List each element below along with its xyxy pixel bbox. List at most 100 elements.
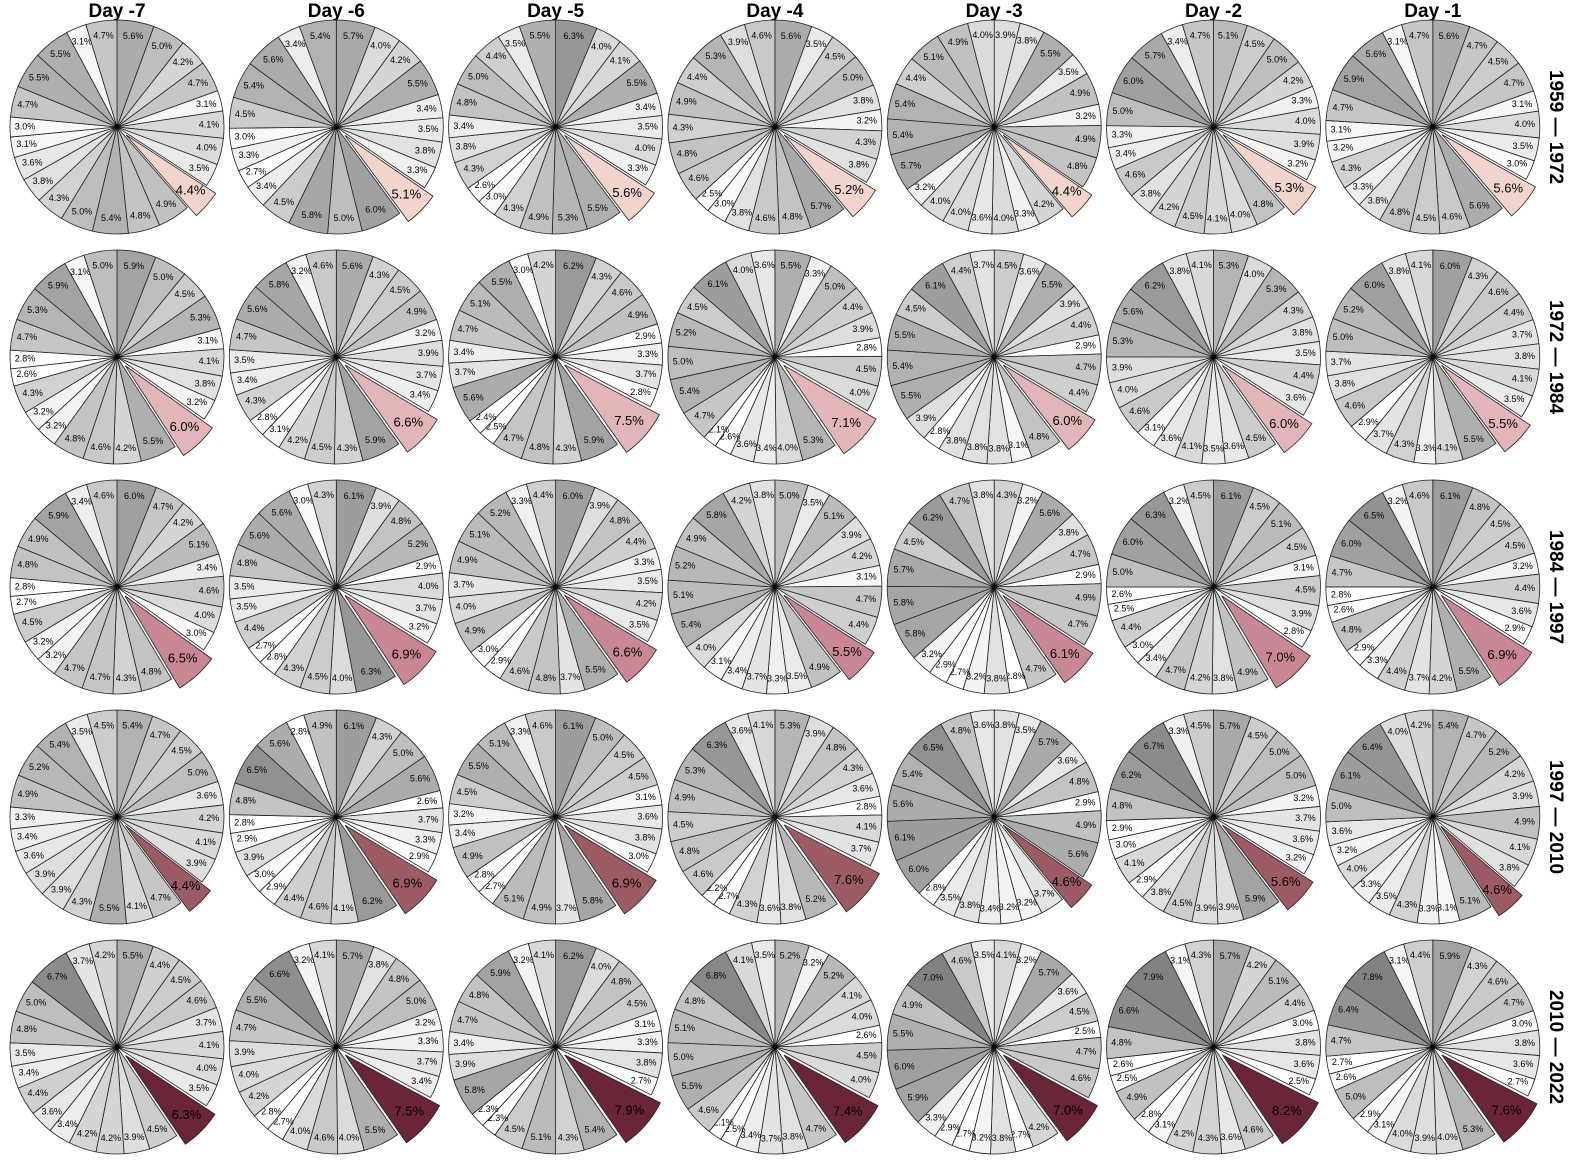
slice-label: 4.4% — [1504, 308, 1525, 318]
slice-label: 3.2% — [1075, 111, 1096, 121]
slice-label: 2.6% — [1113, 1059, 1134, 1069]
slice-label: 3.8% — [967, 442, 988, 452]
slice-label: 4.9% — [1070, 88, 1091, 98]
slice-label: 5.4% — [679, 386, 700, 396]
slice-label: 5.1% — [469, 529, 490, 539]
slice-label: 5.0% — [1112, 567, 1133, 577]
slice-label: 4.7% — [188, 78, 209, 88]
slice-label: 3.8% — [33, 176, 54, 186]
slice-label: 2.5% — [1075, 1026, 1096, 1036]
slice-label: 3.6% — [196, 791, 217, 801]
slice-label: 4.4% — [171, 878, 201, 893]
slice-label: 4.5% — [174, 289, 195, 299]
slice-label: 3.3% — [627, 163, 648, 173]
slice-label: 4.1% — [1191, 260, 1212, 270]
slice-label: 5.7% — [893, 564, 914, 574]
slice-label: 3.3% — [510, 726, 531, 736]
pie: 5.5% 4.4% 4.5% 4.6% 3.7% 4.1% 4.0% 3.5% 6.3% 4.5%… — [9, 939, 225, 1155]
slice-label: 3.7% — [416, 370, 437, 380]
pie: 5.3%3.9%4.8%4.3%3.6%2.8%4.1%3.7%7.6%5.2%… — [667, 709, 883, 925]
slice-label: 4.2% — [731, 496, 752, 506]
slice-label: 4.1% — [733, 955, 754, 965]
slice-label: 4.7% — [694, 411, 715, 421]
slice-label: 4.3% — [855, 137, 876, 147]
center-dot — [553, 814, 559, 820]
slice-label: 3.2% — [1333, 143, 1354, 153]
pie: 6.0%3.9%4.8%4.4%3.3%3.5%4.2%3.5%6.6%5.5%… — [448, 479, 663, 695]
slice-label: 3.1% — [1331, 125, 1352, 135]
slice-label: 4.8% — [684, 996, 705, 1006]
slice-label: 4.5% — [1416, 213, 1437, 223]
slice-label: 3.7% — [73, 956, 94, 966]
slice-label: 4.4% — [1069, 387, 1090, 397]
slice-label: 3.2% — [294, 955, 315, 965]
slice-label: 4.2% — [1410, 720, 1431, 730]
slice-label: 5.5% — [1459, 666, 1480, 676]
slice-label: 3.6% — [1294, 1059, 1315, 1069]
slice — [1404, 709, 1434, 818]
slice-label: 4.5% — [1490, 519, 1511, 529]
pie: 6.0%4.3%4.6%4.4%3.7%3.8%4.1%3.5%5.5%5.5%… — [1325, 249, 1541, 465]
column-title: Day -4 — [746, 1, 803, 22]
highlight-slice — [1440, 825, 1523, 917]
slice-label: 6.0% — [1269, 416, 1299, 431]
slice-label: 4.8% — [536, 673, 557, 683]
slice-label: 6.0% — [908, 864, 929, 874]
slice-label: 4.7% — [153, 502, 174, 512]
slice-label: 2.8% — [925, 882, 946, 892]
slice-label: 5.0% — [72, 207, 93, 217]
pie: 6.1% 4.3%5.0% 5.6% 2.6% 3.7% 3.3% 2.9% 6.9% 6.2%… — [228, 709, 444, 925]
slice-label: 5.7% — [810, 201, 831, 211]
slice-label: 7.9% — [615, 1102, 645, 1117]
slice — [1213, 816, 1315, 875]
slice-label: 6.7% — [47, 971, 68, 981]
slice-label: 5.4% — [895, 99, 916, 109]
center-dot — [114, 1044, 120, 1050]
slice-label: 3.2% — [1388, 496, 1409, 506]
slice-label: 3.2% — [856, 115, 877, 125]
slice-label: 4.0% — [370, 41, 391, 51]
slice-label: 3.4% — [237, 375, 258, 385]
slice-label: 6.1% — [563, 721, 584, 731]
slice-label: 4.5% — [1245, 433, 1266, 443]
slice-label: 5.0% — [1333, 332, 1354, 342]
slice — [116, 1046, 218, 1107]
slice-label: 4.6% — [199, 585, 220, 595]
slice-label: 3.0% — [1116, 839, 1137, 849]
slice-label: 4.4% — [1386, 666, 1407, 676]
slice-label: 3.8% — [1499, 862, 1520, 872]
slice-label: 4.9% — [1075, 134, 1096, 144]
slice-label: 3.1% — [1145, 422, 1166, 432]
slice-label: 4.7% — [150, 730, 171, 740]
highlight-slice — [124, 365, 213, 457]
slice-label: 3.5% — [189, 1083, 210, 1093]
slice-label: 5.8% — [269, 279, 290, 289]
slice-label: 3.4% — [635, 102, 656, 112]
slice-label: 4.1% — [1182, 441, 1203, 451]
slice-label: 4.3% — [245, 395, 266, 405]
slice — [83, 249, 118, 358]
center-dot — [114, 584, 120, 590]
slice-label: 5.6% — [612, 185, 642, 200]
slice-label: 5.6% — [410, 773, 431, 783]
slice-label: 5.3% — [1218, 261, 1239, 271]
slice-label: 5.3% — [27, 305, 48, 315]
center-dot — [1211, 814, 1216, 820]
slice-label: 6.9% — [612, 875, 642, 890]
center-dot — [1430, 354, 1436, 360]
slice-label: 3.8% — [636, 1057, 657, 1067]
slice-label: 2.1% — [713, 1118, 734, 1128]
slice — [750, 249, 776, 358]
slice-label: 5.5% — [832, 644, 862, 659]
slice-label: 3.3% — [634, 557, 655, 567]
slice-label: 4.3% — [1198, 1133, 1219, 1143]
slice-label: 4.0% — [196, 143, 217, 153]
slice-label: 3.6% — [759, 903, 780, 913]
slice-label: 4.1% — [610, 56, 631, 66]
slice-label: 3.5% — [15, 1048, 36, 1058]
slice-label: 3.7% — [1331, 357, 1352, 367]
slice-label: 4.0% — [456, 602, 477, 612]
slice-label: 5.0% — [468, 72, 489, 82]
slice-label: 4.5% — [274, 197, 295, 207]
slice — [555, 1046, 659, 1096]
